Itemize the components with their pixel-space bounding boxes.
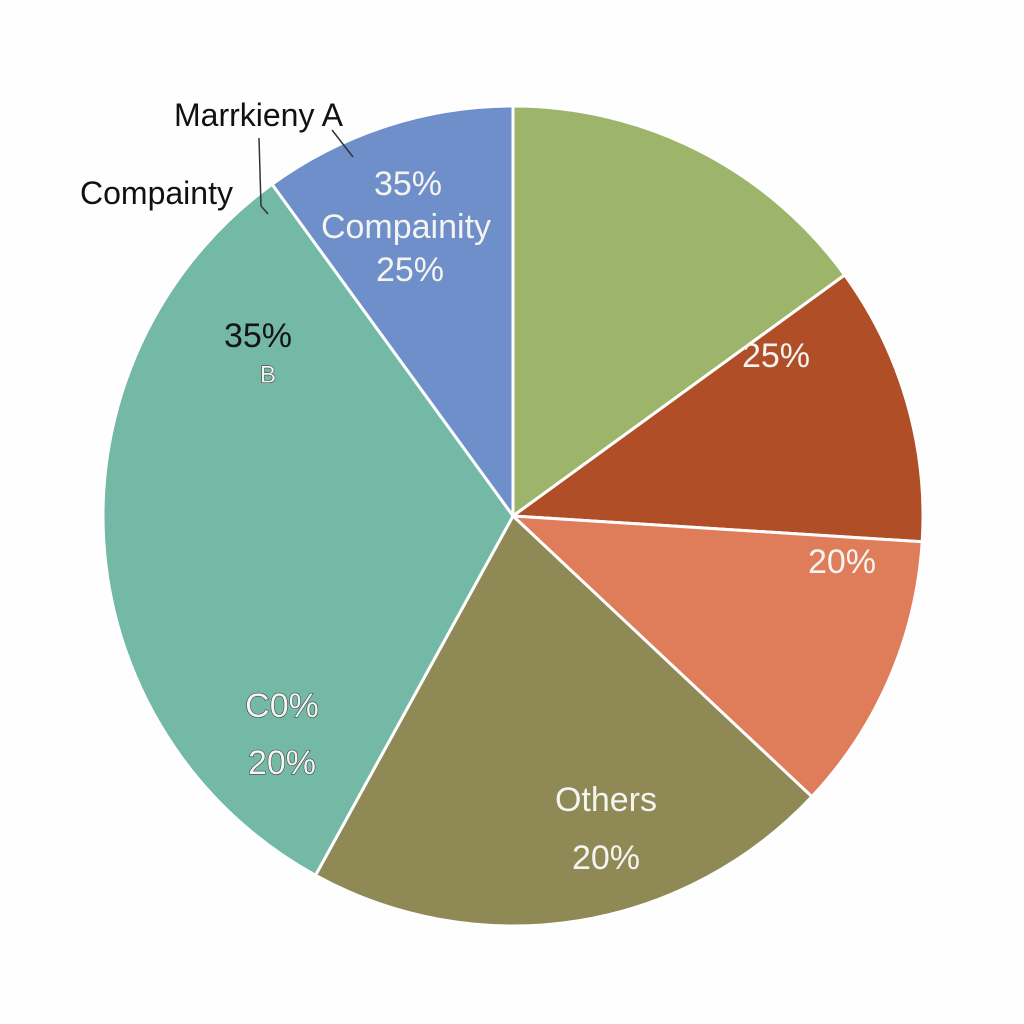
callout-label: Marrkieny A	[174, 97, 344, 133]
slice-label: 20%	[808, 543, 876, 581]
pie-slice	[313, 513, 814, 928]
slice-label: Compainity	[321, 208, 491, 246]
slice-label: 20%	[572, 839, 640, 877]
pie-slice	[511, 104, 847, 519]
slice-label: 25%	[742, 337, 810, 375]
slice-label: B	[260, 361, 276, 388]
slice-label: Others	[555, 781, 657, 819]
pie-slice	[101, 182, 515, 878]
pie-slices	[101, 104, 925, 928]
slice-label: 35%	[374, 165, 442, 203]
callout-label: Compainty	[80, 175, 233, 211]
pie-slice	[269, 104, 515, 521]
pie-slice	[508, 514, 924, 799]
slice-label: 25%	[376, 251, 444, 289]
slice-label: 35%	[224, 317, 292, 355]
slice-label: C0%	[245, 687, 319, 725]
pie-labels: 35% Compainity 25% 25% 20% Others 20% 35…	[224, 165, 876, 877]
callout-leader-line	[331, 129, 354, 158]
callouts: Marrkieny A Compainty	[80, 97, 354, 215]
callout-leader-line	[258, 137, 269, 215]
slice-label: 20%	[248, 744, 316, 782]
pie-slice	[508, 272, 925, 544]
